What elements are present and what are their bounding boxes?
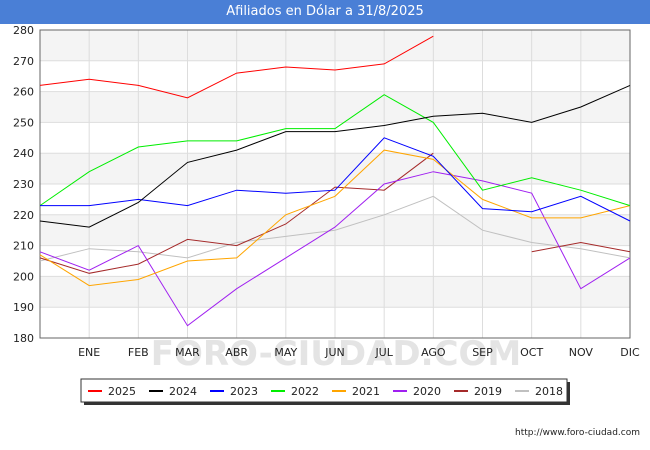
y-tick-label: 190 xyxy=(13,301,34,314)
legend-label-2019: 2019 xyxy=(474,385,502,398)
y-tick-label: 260 xyxy=(13,86,34,99)
x-tick-label: NOV xyxy=(569,346,594,359)
legend-label-2025: 2025 xyxy=(108,385,136,398)
x-tick-label: AGO xyxy=(421,346,446,359)
x-tick-label: DIC xyxy=(620,346,640,359)
y-tick-label: 230 xyxy=(13,178,34,191)
series-line-2020 xyxy=(39,171,631,327)
x-tick-label: ENE xyxy=(78,346,100,359)
series-line-2025 xyxy=(39,35,434,99)
y-axis-ticks: 180 190 200 210 220 230 240 250 260 270 280 xyxy=(13,24,34,345)
y-tick-label: 250 xyxy=(13,116,34,129)
y-tick-label: 180 xyxy=(13,332,34,345)
series-line-2022 xyxy=(39,94,631,207)
y-tick-label: 280 xyxy=(13,24,34,37)
plot-frame xyxy=(39,29,631,339)
x-tick-label: FEB xyxy=(128,346,149,359)
x-tick-label: JUN xyxy=(324,346,345,359)
y-tick-label: 210 xyxy=(13,240,34,253)
legend-label-2018: 2018 xyxy=(535,385,563,398)
chart-title: Afiliados en Dólar a 31/8/2025 xyxy=(0,0,650,24)
legend-label-2020: 2020 xyxy=(413,385,441,398)
x-tick-label: MAY xyxy=(274,346,297,359)
legend-label-2021: 2021 xyxy=(352,385,380,398)
series-line-2021 xyxy=(39,149,631,287)
series-line-2019 xyxy=(39,152,631,274)
legend-label-2023: 2023 xyxy=(230,385,258,398)
series-line-2018 xyxy=(39,195,631,262)
legend-label-2022: 2022 xyxy=(291,385,319,398)
legend-label-2024: 2024 xyxy=(169,385,197,398)
legend: 2025 2024 2023 2022 2021 2020 2019 2018 xyxy=(80,378,570,405)
y-tick-label: 270 xyxy=(13,55,34,68)
series-line-2024 xyxy=(39,84,631,228)
source-link[interactable]: http://www.foro-ciudad.com xyxy=(515,428,640,438)
x-tick-label: OCT xyxy=(520,346,543,359)
y-tick-label: 200 xyxy=(13,270,34,283)
x-tick-label: ABR xyxy=(225,346,248,359)
x-axis-ticks: ENE FEB MAR ABR MAY JUN JUL AGO SEP OCT NOV DIC xyxy=(78,346,640,359)
series-line-2023 xyxy=(40,137,631,222)
y-tick-label: 220 xyxy=(13,209,34,222)
x-tick-label: JUL xyxy=(374,346,393,359)
x-tick-label: SEP xyxy=(472,346,493,359)
watermark: FORO-CIUDAD.COM xyxy=(151,334,522,374)
x-tick-label: MAR xyxy=(175,346,200,359)
legend-box xyxy=(80,378,568,403)
series-lines xyxy=(39,35,631,327)
y-tick-label: 240 xyxy=(13,147,34,160)
